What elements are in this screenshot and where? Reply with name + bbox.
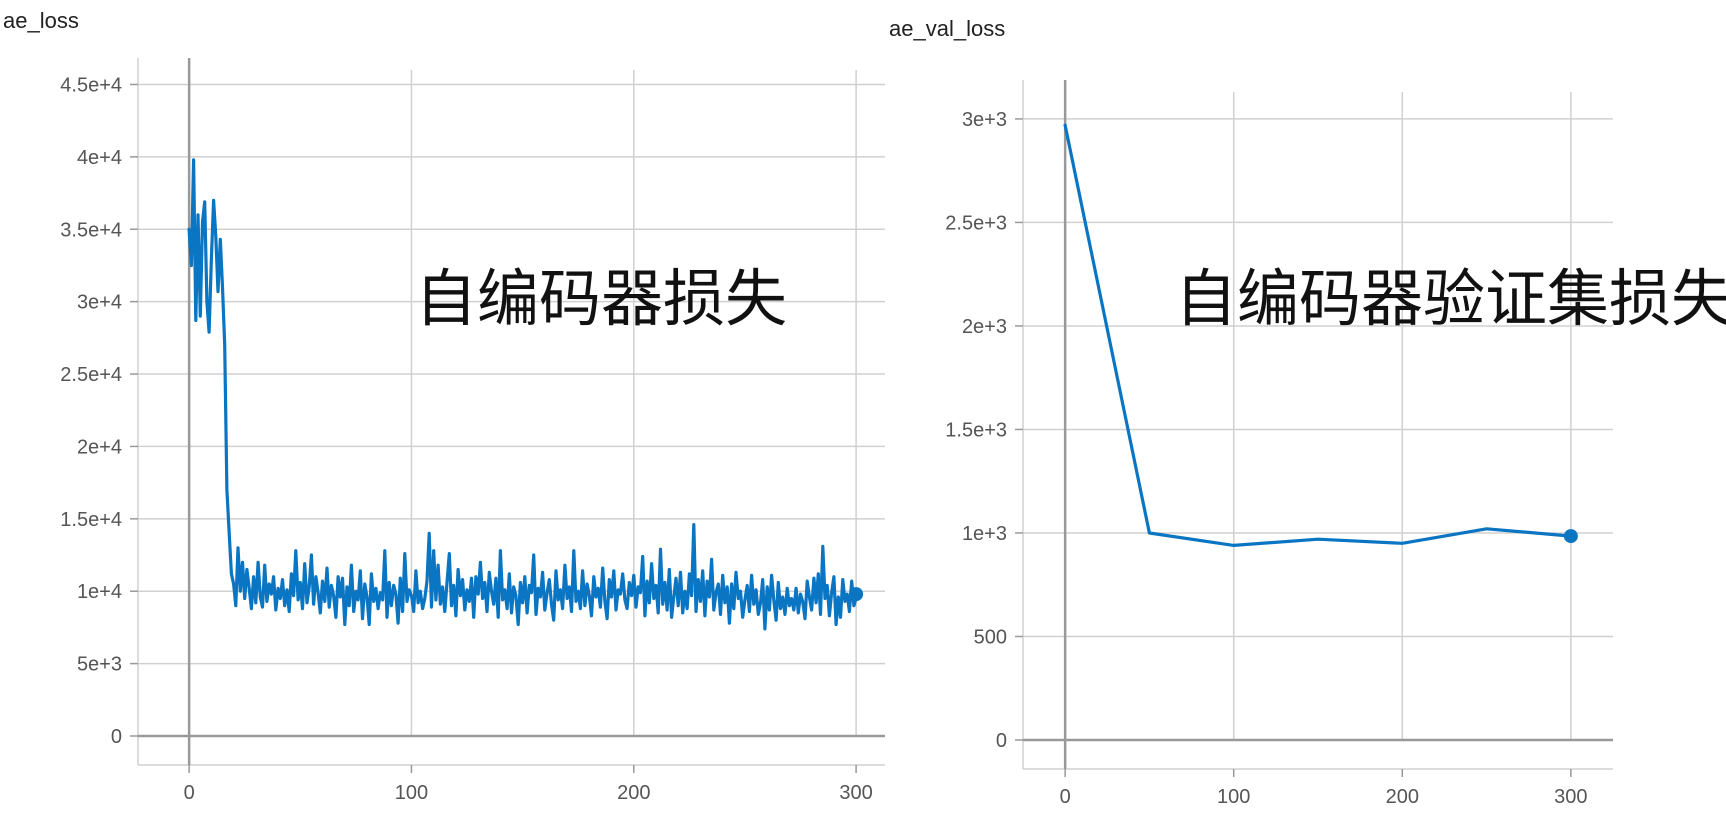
ae-val-loss-y-tick-label-2: 1e+3 bbox=[962, 523, 1007, 545]
ae-loss-series bbox=[187, 158, 864, 631]
ae-val-loss-x-tick-label-1: 100 bbox=[1217, 786, 1250, 808]
ae-val-loss-y-ticks: 0 500 1e+3 1.5e+3 2e+3 2.5e+3 3e+3 bbox=[945, 109, 1023, 752]
ae-val-loss-y-tick-label-3: 1.5e+3 bbox=[945, 419, 1007, 441]
ae-loss-end-point bbox=[849, 587, 864, 602]
ae-loss-title: ae_loss bbox=[3, 8, 79, 33]
ae-val-loss-x-tick-label-0: 0 bbox=[1060, 786, 1071, 808]
ae-val-loss-end-point bbox=[1563, 529, 1578, 544]
ae-loss-x-tick-label-0: 0 bbox=[184, 782, 195, 804]
ae-loss-y-tick-label-7: 3.5e+4 bbox=[60, 219, 122, 241]
ae-val-loss-series bbox=[1063, 123, 1578, 548]
ae-loss-y-tick-label-9: 4.5e+4 bbox=[60, 74, 122, 96]
ae-loss-x-ticks: 0 100 200 300 bbox=[184, 765, 873, 804]
ae-val-loss-axes bbox=[1022, 80, 1613, 770]
ae-val-loss-chart: ae_val_loss 0 500 1e+3 1.5e+3 2e+3 2.5e+3 3e+3… bbox=[889, 16, 1726, 808]
ae-loss-grid bbox=[138, 70, 885, 736]
ae-loss-y-ticks: 0 5e+3 1e+4 1.5e+4 2e+4 2.5e+4 3e+4 3.5e+4 4e+4 4… bbox=[60, 74, 138, 748]
ae-loss-y-tick-label-6: 3e+4 bbox=[77, 292, 122, 314]
ae-val-loss-y-tick-label-0: 0 bbox=[996, 730, 1007, 752]
ae-loss-x-tick-label-2: 200 bbox=[617, 782, 650, 804]
ae-val-loss-y-tick-label-1: 500 bbox=[974, 626, 1007, 648]
ae-val-loss-y-tick-label-4: 2e+3 bbox=[962, 316, 1007, 338]
ae-loss-annotation: 自编码器损失 bbox=[415, 262, 787, 335]
ae-loss-x-tick-label-1: 100 bbox=[395, 782, 428, 804]
ae-loss-y-tick-label-4: 2e+4 bbox=[77, 436, 122, 458]
ae-loss-y-tick-label-3: 1.5e+4 bbox=[60, 509, 122, 531]
ae-val-loss-y-tick-label-5: 2.5e+3 bbox=[945, 212, 1007, 234]
ae-val-loss-series-line-0 bbox=[1063, 123, 1573, 548]
ae-val-loss-x-tick-label-3: 300 bbox=[1554, 786, 1587, 808]
ae-val-loss-x-tick-label-2: 200 bbox=[1386, 786, 1419, 808]
ae-loss-chart: ae_loss 0 5e+3 1e+4 1.5e+4 2e+4 2.5e+4 3e+4 3.5… bbox=[3, 8, 885, 804]
ae-loss-y-tick-label-1: 5e+3 bbox=[77, 654, 122, 676]
ae-loss-y-tick-label-8: 4e+4 bbox=[77, 147, 122, 169]
ae-val-loss-x-ticks: 0 100 200 300 bbox=[1060, 769, 1588, 808]
ae-val-loss-grid bbox=[1023, 92, 1613, 740]
ae-val-loss-y-tick-label-6: 3e+3 bbox=[962, 109, 1007, 131]
ae-loss-y-tick-label-5: 2.5e+4 bbox=[60, 364, 122, 386]
ae-loss-x-tick-label-3: 300 bbox=[839, 782, 872, 804]
ae-val-loss-annotation: 自编码器验证集损失 bbox=[1175, 262, 1726, 335]
ae-val-loss-title: ae_val_loss bbox=[889, 16, 1005, 41]
ae-loss-series-line-0 bbox=[187, 158, 858, 631]
ae-loss-y-tick-label-0: 0 bbox=[111, 726, 122, 748]
ae-loss-y-tick-label-2: 1e+4 bbox=[77, 581, 122, 603]
ae-loss-axes bbox=[137, 58, 885, 766]
